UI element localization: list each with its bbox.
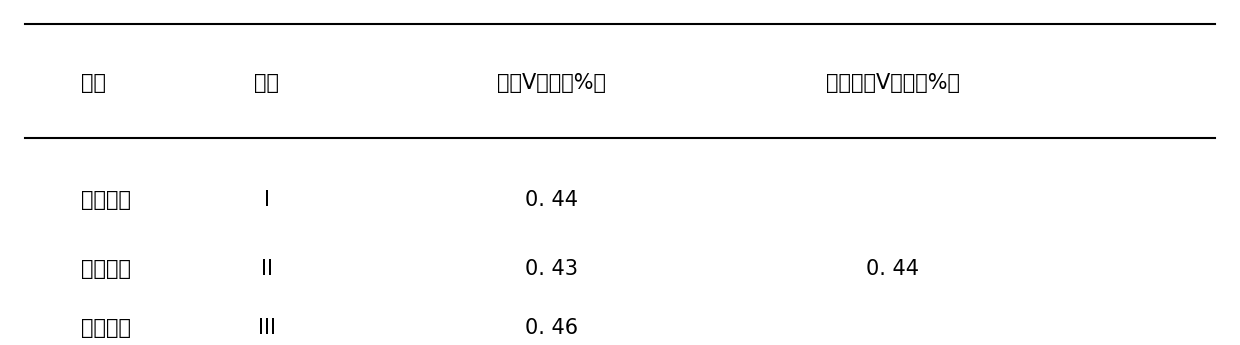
Text: 秋季种植: 秋季种植 bbox=[81, 318, 130, 338]
Text: 0. 44: 0. 44 bbox=[867, 259, 919, 279]
Text: 重复: 重复 bbox=[254, 73, 279, 93]
Text: 0. 46: 0. 46 bbox=[526, 318, 578, 338]
Text: 0. 44: 0. 44 bbox=[526, 190, 578, 210]
Text: 0. 43: 0. 43 bbox=[526, 259, 578, 279]
Text: 秋季种植: 秋季种植 bbox=[81, 190, 130, 210]
Text: 秋季种植: 秋季种植 bbox=[81, 259, 130, 279]
Text: III: III bbox=[258, 318, 275, 338]
Text: I: I bbox=[264, 190, 269, 210]
Text: II: II bbox=[260, 259, 273, 279]
Text: 模式: 模式 bbox=[81, 73, 105, 93]
Text: 甜苷V含量（%）: 甜苷V含量（%） bbox=[497, 73, 606, 93]
Text: 平均甜苷V含量（%）: 平均甜苷V含量（%） bbox=[826, 73, 960, 93]
